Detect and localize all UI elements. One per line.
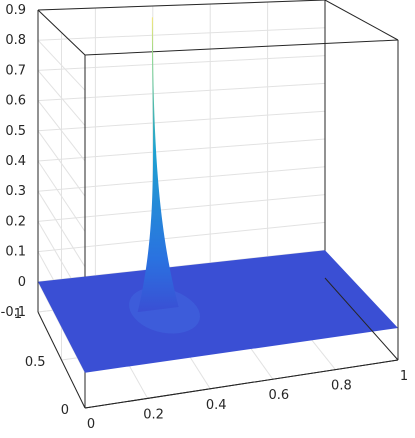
z-tick-label: 0.2	[5, 214, 26, 229]
z-tick-label: 0	[18, 275, 26, 290]
axis-box-edge	[324, 0, 399, 41]
axis-box-edge	[37, 311, 86, 409]
axis-box-edge	[37, 9, 86, 56]
x-tick-label: 0	[87, 417, 95, 432]
x-tick-label: 0.8	[331, 379, 352, 394]
grid-line	[37, 130, 86, 197]
grid-line	[37, 27, 326, 41]
z-tick-label: 0.5	[5, 124, 26, 139]
z-tick-label: 0.3	[5, 184, 26, 199]
surface	[38, 17, 398, 373]
grid-line	[37, 190, 86, 268]
axis-box-edge	[84, 39, 399, 56]
grid-line	[37, 82, 326, 102]
x-tick-label: 0.4	[206, 398, 227, 413]
surface-spike	[137, 17, 179, 313]
grid-line	[37, 55, 326, 71]
grid-line	[37, 100, 86, 162]
z-tick-label: 0.9	[5, 3, 26, 18]
y-tick-label: 0.5	[25, 355, 46, 370]
z-tick-label: 0.6	[5, 94, 26, 109]
x-tick-label: 0.2	[143, 407, 164, 422]
z-tick-label: 0.8	[5, 33, 26, 48]
x-tick-label: 1	[400, 369, 408, 384]
grid-line	[37, 70, 86, 126]
y-tick-label: 0	[61, 403, 69, 418]
x-tick-label: 0.6	[268, 388, 289, 403]
z-tick-label: 0.7	[5, 63, 26, 78]
y-tick-label: 1	[14, 307, 22, 322]
axis-box-edge	[37, 0, 326, 11]
grid-line	[37, 160, 86, 232]
axis-box-edge	[84, 359, 399, 409]
tick-labels: -0.1 0 0.1 0.2 0.3 0.4 0.5 0.6 0.7 0.8 0.9 0 0.2 0.4 0…	[1, 3, 409, 432]
grid-line	[37, 110, 326, 132]
axes-box-front	[84, 40, 399, 409]
grid-line	[37, 39, 86, 91]
z-tick-label: -0.1	[1, 305, 26, 320]
z-tick-label: 0.1	[5, 245, 26, 260]
axis-box-edge	[324, 277, 399, 361]
grid-line	[37, 194, 326, 222]
grid-line	[37, 138, 326, 162]
grid-line	[37, 221, 326, 253]
grid-line	[37, 166, 326, 192]
surface-base	[38, 250, 398, 373]
z-tick-label: 0.4	[5, 154, 26, 169]
